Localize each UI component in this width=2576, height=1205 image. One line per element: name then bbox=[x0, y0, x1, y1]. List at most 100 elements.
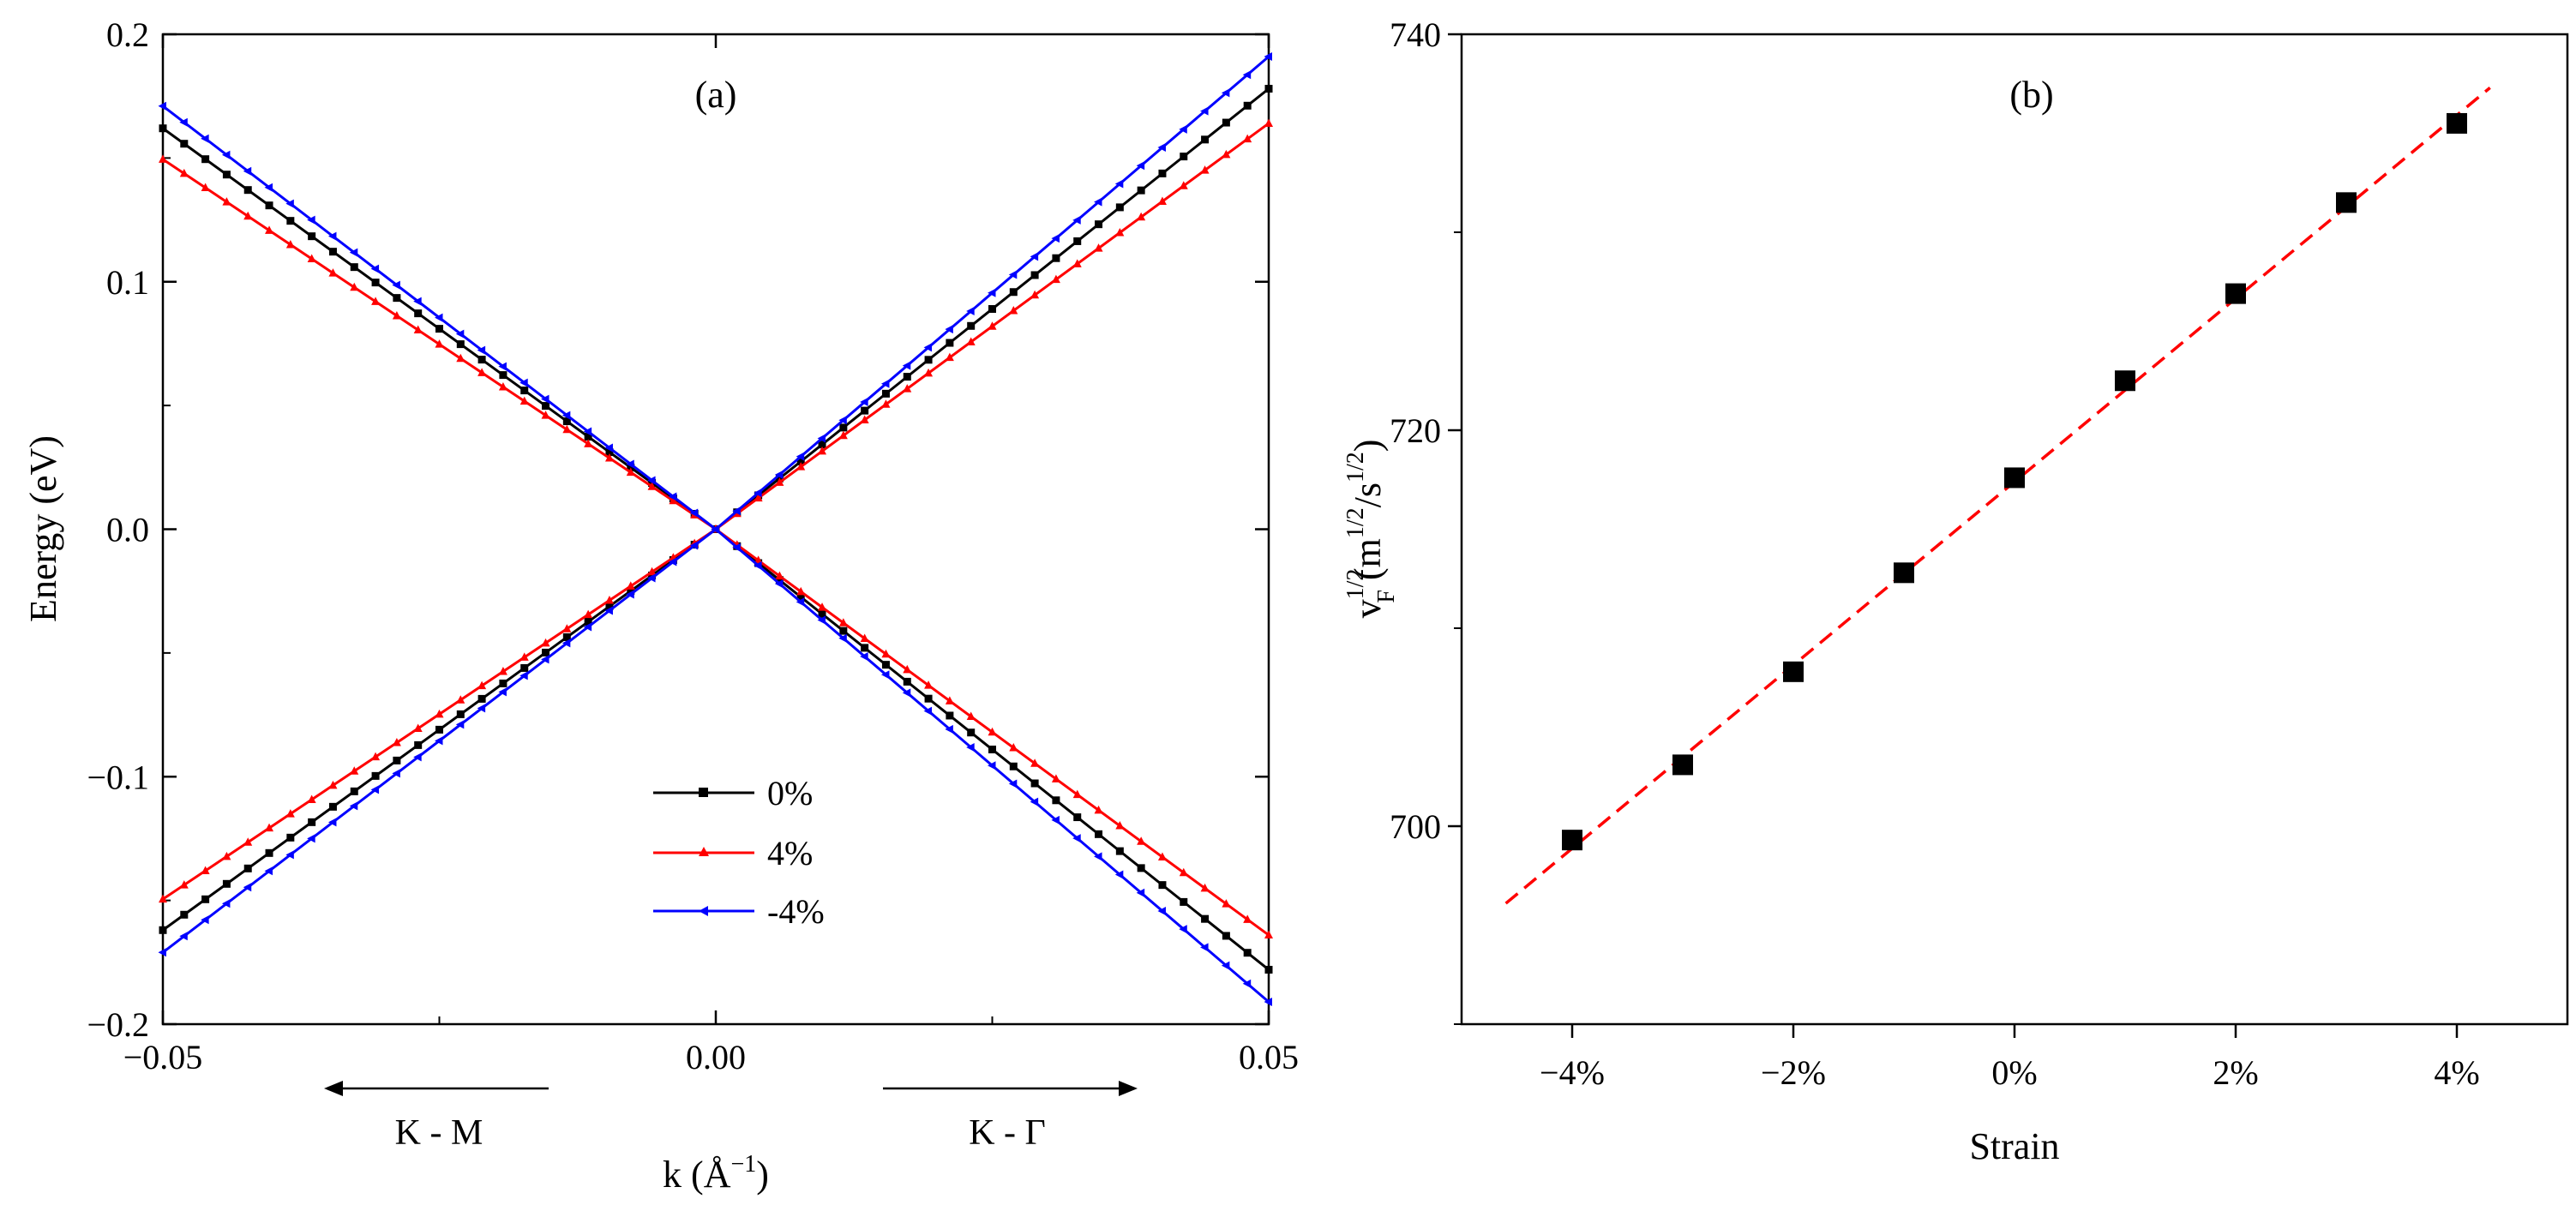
band-point-4pct bbox=[1030, 290, 1040, 299]
band-point-0pct bbox=[1180, 897, 1188, 906]
band-point-0pct bbox=[308, 818, 316, 826]
band-point-0pct bbox=[924, 356, 933, 364]
band-point-4pct bbox=[1179, 181, 1188, 189]
band-point-neg4pct bbox=[1051, 815, 1060, 824]
band-point-4pct bbox=[1243, 134, 1252, 143]
band-point-neg4pct bbox=[1094, 197, 1102, 207]
band-point-0pct bbox=[1095, 220, 1103, 229]
band-point-4pct bbox=[1264, 118, 1273, 127]
legend-label-0pct: 0% bbox=[767, 774, 813, 812]
band-point-0pct bbox=[180, 140, 189, 148]
band-point-neg4pct bbox=[327, 818, 337, 827]
band-point-neg4pct bbox=[668, 557, 677, 567]
band-point-4pct bbox=[924, 368, 934, 377]
y-tick-label-b: 740 bbox=[1390, 15, 1441, 54]
band-point-neg4pct bbox=[626, 590, 634, 599]
band-point-0pct bbox=[1030, 779, 1039, 788]
band-point-neg4pct bbox=[923, 706, 933, 716]
band-point-neg4pct bbox=[880, 379, 890, 388]
band-point-neg4pct bbox=[902, 361, 911, 370]
band-point-neg4pct bbox=[158, 948, 166, 957]
x-tick-label-b: 2% bbox=[2213, 1053, 2258, 1092]
band-point-0pct bbox=[946, 339, 954, 347]
x-tick-label-b: −2% bbox=[1761, 1053, 1826, 1092]
band-point-0pct bbox=[1158, 881, 1167, 890]
band-point-neg4pct bbox=[689, 541, 699, 550]
band-point-neg4pct bbox=[1242, 70, 1252, 80]
band-point-neg4pct bbox=[413, 752, 422, 762]
band-point-4pct bbox=[1009, 742, 1018, 752]
band-point-4pct bbox=[1072, 789, 1082, 799]
band-point-neg4pct bbox=[1051, 234, 1060, 243]
band-point-neg4pct bbox=[1030, 797, 1039, 806]
direction-k-gamma: K - Γ bbox=[883, 1081, 1138, 1153]
band-point-neg4pct bbox=[221, 899, 231, 908]
band-point-4pct bbox=[371, 752, 381, 761]
band-point-4pct bbox=[243, 837, 253, 846]
data-point-strain bbox=[2225, 283, 2246, 304]
x-tick-label-b: −4% bbox=[1540, 1053, 1605, 1092]
band-point-0pct bbox=[542, 402, 550, 411]
band-point-neg4pct bbox=[349, 248, 358, 257]
band-point-neg4pct bbox=[817, 434, 826, 443]
band-point-4pct bbox=[818, 446, 827, 455]
band-point-neg4pct bbox=[583, 427, 592, 436]
band-point-0pct bbox=[328, 802, 337, 811]
legend-marker-4pct bbox=[699, 847, 709, 856]
band-point-0pct bbox=[222, 171, 231, 179]
band-point-4pct bbox=[604, 453, 614, 462]
band-point-4pct bbox=[265, 225, 274, 234]
band-point-0pct bbox=[393, 756, 401, 764]
band-point-neg4pct bbox=[689, 508, 699, 518]
band-point-4pct bbox=[1072, 259, 1082, 267]
band-point-neg4pct bbox=[561, 411, 571, 420]
band-point-neg4pct bbox=[541, 394, 549, 404]
band-point-0pct bbox=[903, 677, 911, 686]
band-point-0pct bbox=[988, 305, 996, 314]
band-point-4pct bbox=[435, 339, 444, 348]
band-point-4pct bbox=[307, 794, 316, 803]
data-point-strain bbox=[1562, 830, 1582, 851]
band-point-neg4pct bbox=[413, 297, 422, 306]
x-tick-label-b: 0% bbox=[1991, 1053, 2037, 1092]
band-point-4pct bbox=[1157, 196, 1167, 206]
band-point-4pct bbox=[647, 567, 657, 576]
band-point-0pct bbox=[605, 602, 614, 610]
x-axis-label-a: k (Å−1) bbox=[663, 1151, 769, 1196]
band-point-neg4pct bbox=[1242, 979, 1252, 988]
band-point-neg4pct bbox=[1221, 88, 1230, 98]
band-point-4pct bbox=[796, 462, 806, 471]
band-point-0pct bbox=[243, 864, 252, 872]
band-point-neg4pct bbox=[583, 622, 592, 632]
band-point-0pct bbox=[1243, 101, 1252, 110]
legend-a: 0% 4% -4% bbox=[653, 774, 825, 931]
band-point-0pct bbox=[393, 294, 401, 303]
band-point-neg4pct bbox=[838, 416, 847, 425]
data-point-strain bbox=[1783, 661, 1804, 682]
band-point-neg4pct bbox=[158, 101, 166, 111]
band-point-neg4pct bbox=[179, 932, 188, 941]
band-point-4pct bbox=[775, 477, 784, 486]
band-point-0pct bbox=[1030, 271, 1039, 279]
legend-label-neg4pct: -4% bbox=[767, 892, 825, 931]
band-point-0pct bbox=[881, 661, 890, 669]
band-point-neg4pct bbox=[647, 476, 656, 485]
band-point-0pct bbox=[520, 387, 529, 395]
band-point-4pct bbox=[604, 596, 614, 604]
band-point-0pct bbox=[988, 745, 996, 753]
band-point-neg4pct bbox=[754, 489, 762, 498]
band-point-4pct bbox=[754, 555, 763, 564]
band-point-0pct bbox=[1243, 949, 1252, 957]
band-point-4pct bbox=[498, 381, 507, 391]
band-point-neg4pct bbox=[307, 834, 315, 843]
band-point-4pct bbox=[562, 424, 572, 434]
band-point-0pct bbox=[350, 263, 358, 272]
band-point-4pct bbox=[201, 866, 210, 874]
band-point-0pct bbox=[286, 217, 295, 225]
band-point-neg4pct bbox=[988, 761, 996, 770]
band-point-4pct bbox=[562, 624, 572, 632]
band-point-0pct bbox=[861, 644, 869, 652]
band-point-0pct bbox=[328, 248, 337, 256]
band-point-neg4pct bbox=[201, 134, 209, 143]
